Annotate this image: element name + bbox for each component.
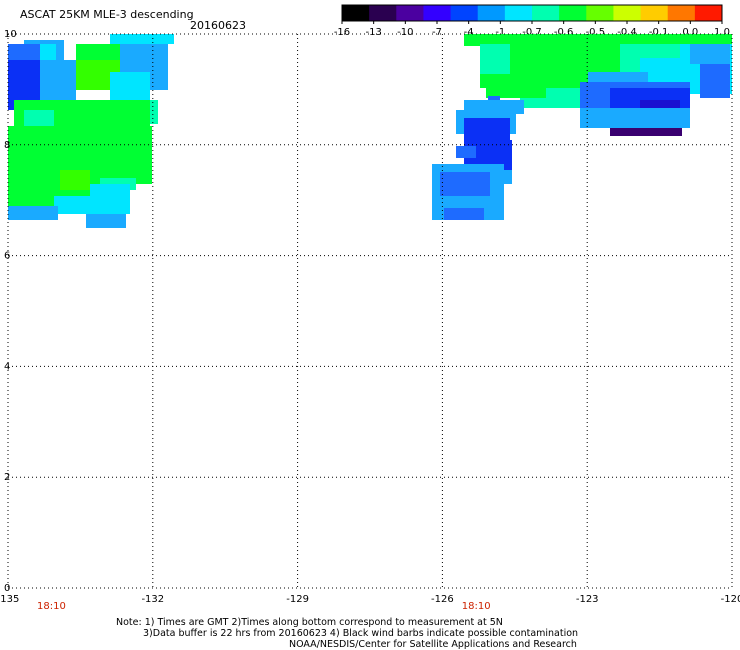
product-date: 20160623 [190,19,246,32]
note-line-3: NOAA/NESDIS/Center for Satellite Applica… [289,639,577,650]
colorbar-segment [450,5,479,21]
data-cell [54,196,94,214]
product-title: ASCAT 25KM MLE-3 descending [20,8,194,21]
data-cell [76,44,120,64]
pass-time-label: 18:10 [37,601,66,612]
colorbar-segment [369,5,397,21]
latitude-tick-label: 0 [4,583,10,594]
note-line-2: 3)Data buffer is 22 hrs from 20160623 4)… [143,628,578,639]
latitude-tick-label: 2 [4,472,10,483]
colorbar-label: -16 [334,27,350,38]
data-cell [440,172,490,196]
data-cell [690,44,730,64]
colorbar-segment [342,5,370,21]
data-cell [60,170,90,190]
data-swaths [8,34,732,228]
colorbar-label: -0.5 [586,27,606,38]
latitude-axis: 0 2 4 6 8 10 [4,29,17,594]
colorbar-segment [396,5,424,21]
data-cell [110,34,174,44]
data-cell [8,44,40,64]
data-cell [444,208,484,220]
data-cell [86,214,126,228]
colorbar-label: -13 [365,27,381,38]
longitude-tick-label: -129 [286,594,309,605]
colorbar: -16 -13 -10 -7 -4 -1 -0.7 -0.6 -0.5 -0.4 -0.1 0.0 1.… [334,4,730,38]
note-line-1: Note: 1) Times are GMT 2)Times along bot… [116,617,503,628]
colorbar-segment [640,5,669,21]
longitude-tick-label: -120 [721,594,740,605]
colorbar-label: -0.4 [617,27,637,38]
longitude-tick-label: -126 [431,594,454,605]
colorbar-label: -4 [464,27,474,38]
colorbar-segment [694,5,723,21]
colorbar-label: 0.0 [682,27,698,38]
colorbar-segment [667,5,696,21]
colorbar-segment [586,5,614,21]
colorbar-label: 1.0 [714,27,730,38]
colorbar-label: -0.6 [554,27,574,38]
colorbar-segment [477,5,506,21]
data-cell [700,58,730,98]
latitude-tick-label: 8 [4,140,10,151]
data-cell [480,44,510,74]
longitude-tick-label: -132 [141,594,164,605]
colorbar-label: -10 [397,27,413,38]
colorbar-label: -1 [495,27,505,38]
longitude-axis: -135 -132 -129 -126 -123 -120 [0,594,740,605]
data-cell [464,34,732,46]
colorbar-segment [559,5,587,21]
latitude-tick-label: 4 [4,361,10,372]
colorbar-segment [532,5,560,21]
pass-time-labels: 18:10 18:10 [37,601,491,612]
data-cell [24,110,54,126]
pass-time-label: 18:10 [462,601,491,612]
data-cell [150,100,158,124]
colorbar-segment [423,5,452,21]
data-cell [486,74,546,98]
colorbar-label: -7 [432,27,442,38]
colorbar-label: -0.1 [649,27,669,38]
colorbar-segment [613,5,642,21]
data-cell [500,170,512,184]
longitude-tick-label: -123 [576,594,599,605]
map-grid [7,33,733,589]
data-cell [8,206,58,220]
latitude-tick-label: 6 [4,251,10,262]
longitude-tick-label: -135 [0,594,19,605]
data-cell [90,184,130,214]
data-cell [456,146,476,158]
colorbar-label: -0.7 [522,27,542,38]
data-cell [610,128,682,136]
data-cell [580,108,690,128]
colorbar-segment [504,5,533,21]
latitude-tick-label: 10 [4,29,17,40]
